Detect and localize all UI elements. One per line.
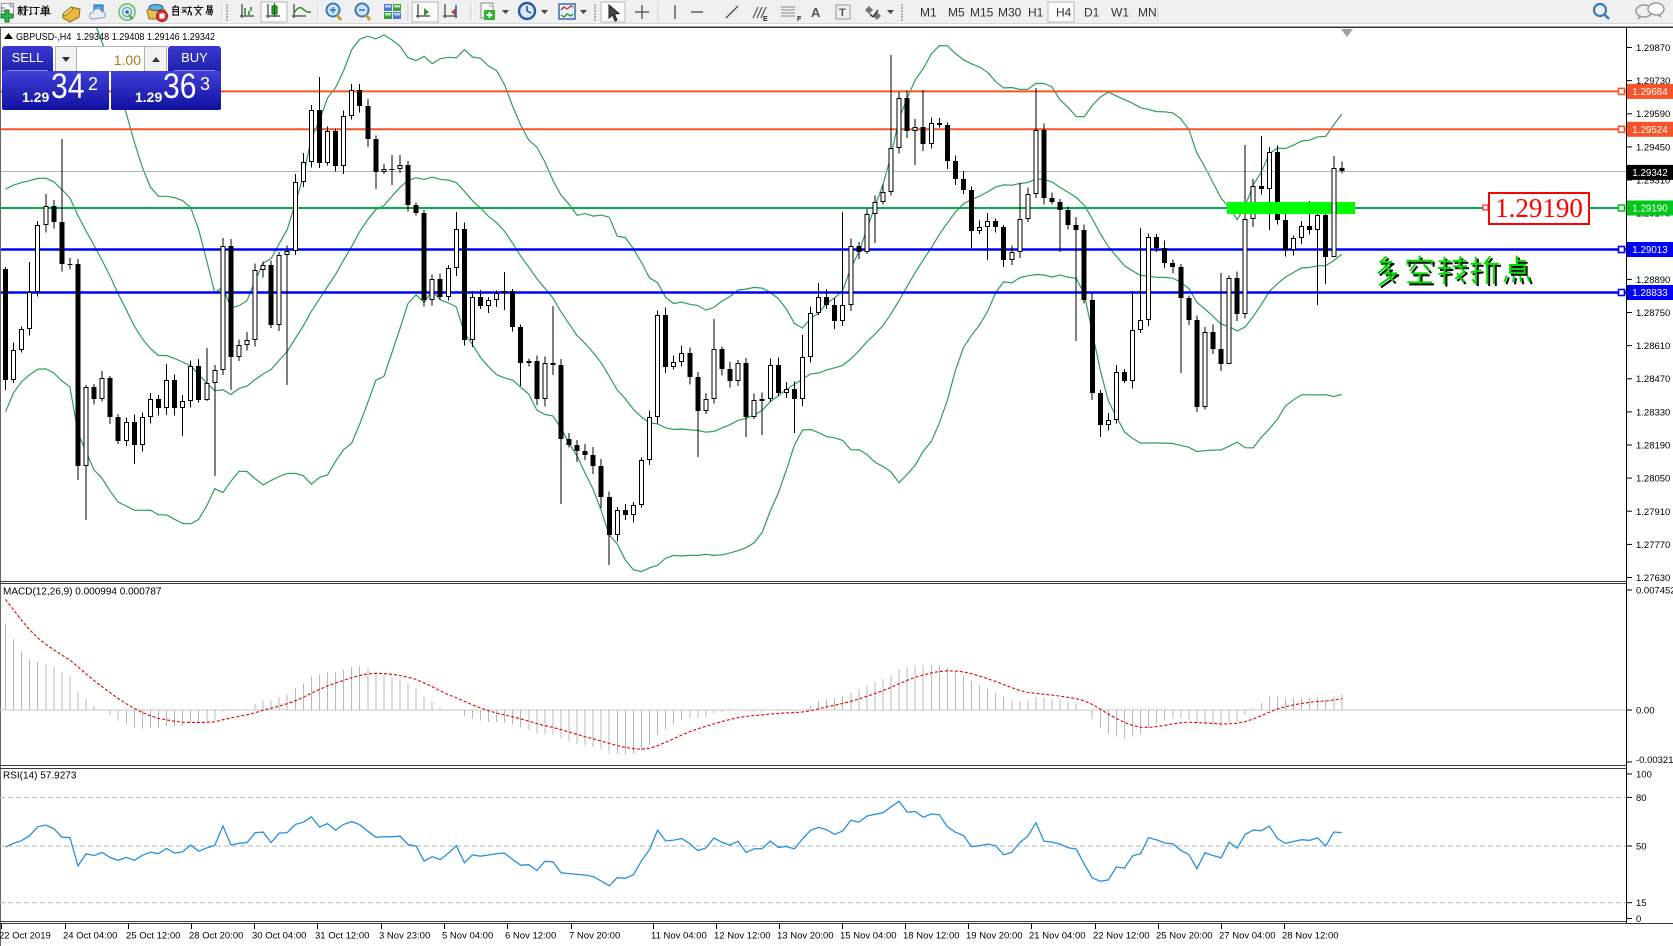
svg-text:1.28470: 1.28470 xyxy=(1636,374,1670,385)
svg-text:D1: D1 xyxy=(1084,6,1100,20)
svg-text:H1: H1 xyxy=(1028,6,1044,20)
svg-text:22 Nov 12:00: 22 Nov 12:00 xyxy=(1093,931,1150,942)
svg-text:-0.003218: -0.003218 xyxy=(1636,755,1673,766)
svg-text:1.29730: 1.29730 xyxy=(1636,76,1670,87)
svg-text:22 Oct 2019: 22 Oct 2019 xyxy=(0,931,51,942)
svg-text:0: 0 xyxy=(1636,914,1641,925)
svg-text:1.28610: 1.28610 xyxy=(1636,341,1670,352)
svg-text:13 Nov 20:00: 13 Nov 20:00 xyxy=(777,931,834,942)
svg-text:1.29590: 1.29590 xyxy=(1636,109,1670,120)
svg-text:1.27630: 1.27630 xyxy=(1636,573,1670,584)
svg-text:1.29342: 1.29342 xyxy=(1632,168,1667,179)
svg-text:1.29013: 1.29013 xyxy=(1632,245,1668,256)
svg-text:1.29870: 1.29870 xyxy=(1636,43,1670,54)
svg-text:28 Oct 20:00: 28 Oct 20:00 xyxy=(189,931,243,942)
svg-text:1.29450: 1.29450 xyxy=(1636,142,1670,153)
svg-text:F: F xyxy=(797,16,802,23)
svg-text:M15: M15 xyxy=(970,6,994,20)
svg-text:18 Nov 12:00: 18 Nov 12:00 xyxy=(903,931,960,942)
svg-text:15: 15 xyxy=(1636,898,1647,909)
svg-text:27 Nov 04:00: 27 Nov 04:00 xyxy=(1219,931,1276,942)
svg-text:15 Nov 04:00: 15 Nov 04:00 xyxy=(840,931,897,942)
svg-text:MN: MN xyxy=(1138,6,1157,20)
svg-text:7 Nov 20:00: 7 Nov 20:00 xyxy=(569,931,620,942)
svg-text:W1: W1 xyxy=(1111,6,1129,20)
svg-text:RSI(14) 57.9273: RSI(14) 57.9273 xyxy=(3,771,77,782)
svg-text:1.28890: 1.28890 xyxy=(1636,275,1670,286)
svg-text:12 Nov 12:00: 12 Nov 12:00 xyxy=(714,931,771,942)
svg-text:1.27770: 1.27770 xyxy=(1636,540,1670,551)
svg-text:30 Oct 04:00: 30 Oct 04:00 xyxy=(252,931,306,942)
svg-text:0.007452: 0.007452 xyxy=(1636,586,1673,597)
svg-text:E: E xyxy=(763,16,768,23)
svg-text:11 Nov 04:00: 11 Nov 04:00 xyxy=(651,931,707,942)
svg-text:24 Oct 04:00: 24 Oct 04:00 xyxy=(63,931,117,942)
svg-text:M30: M30 xyxy=(998,6,1022,20)
svg-text:M1: M1 xyxy=(920,6,937,20)
svg-text:GBPUSD-,H4 1.29348 1.29408 1.: GBPUSD-,H4 1.29348 1.29408 1.29146 1.293… xyxy=(16,31,215,43)
svg-text:1.28330: 1.28330 xyxy=(1636,407,1670,418)
svg-text:A: A xyxy=(811,5,821,20)
svg-text:0.00: 0.00 xyxy=(1636,706,1655,717)
svg-text:1.28190: 1.28190 xyxy=(1636,441,1670,452)
svg-text:MACD(12,26,9) 0.000994 0.00078: MACD(12,26,9) 0.000994 0.000787 xyxy=(3,587,162,598)
svg-text:T: T xyxy=(839,7,846,19)
svg-text:1.29684: 1.29684 xyxy=(1632,87,1668,98)
svg-text:5 Nov 04:00: 5 Nov 04:00 xyxy=(442,931,493,942)
svg-text:25 Nov 20:00: 25 Nov 20:00 xyxy=(1156,931,1213,942)
svg-text:3 Nov 23:00: 3 Nov 23:00 xyxy=(379,931,430,942)
svg-text:1.29310: 1.29310 xyxy=(1636,176,1670,187)
svg-text:1.28050: 1.28050 xyxy=(1636,474,1670,485)
svg-text:1.29524: 1.29524 xyxy=(1632,125,1668,136)
svg-text:H4: H4 xyxy=(1056,6,1072,20)
svg-text:1.29190: 1.29190 xyxy=(1632,204,1668,215)
svg-text:25 Oct 12:00: 25 Oct 12:00 xyxy=(126,931,180,942)
svg-text:80: 80 xyxy=(1636,793,1647,804)
svg-text:1.29190: 1.29190 xyxy=(1495,193,1583,223)
svg-text:1.28750: 1.28750 xyxy=(1636,308,1670,319)
svg-text:1.28833: 1.28833 xyxy=(1632,288,1668,299)
svg-text:21 Nov 04:00: 21 Nov 04:00 xyxy=(1029,931,1086,942)
svg-text:M5: M5 xyxy=(948,6,965,20)
svg-text:100: 100 xyxy=(1636,770,1652,781)
svg-text:6 Nov 12:00: 6 Nov 12:00 xyxy=(505,931,556,942)
svg-text:1.27910: 1.27910 xyxy=(1636,507,1670,518)
svg-text:50: 50 xyxy=(1636,842,1647,853)
svg-text:19 Nov 20:00: 19 Nov 20:00 xyxy=(966,931,1023,942)
svg-text:28 Nov 12:00: 28 Nov 12:00 xyxy=(1282,931,1339,942)
svg-text:31 Oct 12:00: 31 Oct 12:00 xyxy=(315,931,369,942)
